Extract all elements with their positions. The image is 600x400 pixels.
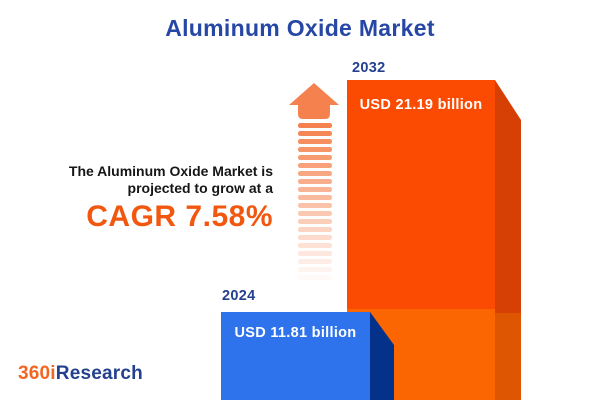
bar-2024-value-label: USD 11.81 billion	[234, 325, 357, 341]
tagline-line1: The Aluminum Oxide Market is	[68, 163, 273, 179]
bar-2032-value-label: USD 21.19 billion	[359, 97, 483, 113]
arrow-dash	[298, 171, 332, 176]
cagr-text: CAGR 7.58%	[86, 200, 273, 233]
arrow-dash	[298, 235, 332, 240]
bar-2024-front	[221, 312, 370, 400]
growth-arrow-dashes	[298, 123, 332, 283]
arrow-dash	[298, 259, 332, 264]
arrow-dash	[298, 155, 332, 160]
arrow-dash	[298, 203, 332, 208]
logo-suffix: Research	[55, 363, 143, 384]
arrow-dash	[298, 163, 332, 168]
tagline-block: The Aluminum Oxide Market is projected t…	[0, 163, 273, 233]
arrow-dash	[298, 131, 332, 136]
arrow-dash	[298, 139, 332, 144]
arrow-dash	[298, 275, 332, 280]
bar-2032-side	[495, 80, 521, 400]
arrow-dash	[298, 123, 332, 128]
arrow-dash	[298, 251, 332, 256]
year-label-2024: 2024	[222, 288, 256, 304]
tagline-line2: projected to grow at a	[127, 180, 273, 196]
arrow-dash	[298, 219, 332, 224]
arrow-dash	[298, 211, 332, 216]
arrow-dash	[298, 147, 332, 152]
arrow-dash	[298, 227, 332, 232]
brand-logo: 360iResearch	[18, 363, 143, 385]
arrow-dash	[298, 243, 332, 248]
logo-prefix: 360i	[18, 363, 56, 384]
growth-arrowhead-icon	[289, 83, 339, 119]
year-label-2032: 2032	[352, 60, 386, 76]
page-title: Aluminum Oxide Market	[165, 15, 435, 41]
arrow-dash	[298, 187, 332, 192]
arrow-dash	[298, 267, 332, 272]
arrow-dash	[298, 195, 332, 200]
arrow-dash	[298, 179, 332, 184]
